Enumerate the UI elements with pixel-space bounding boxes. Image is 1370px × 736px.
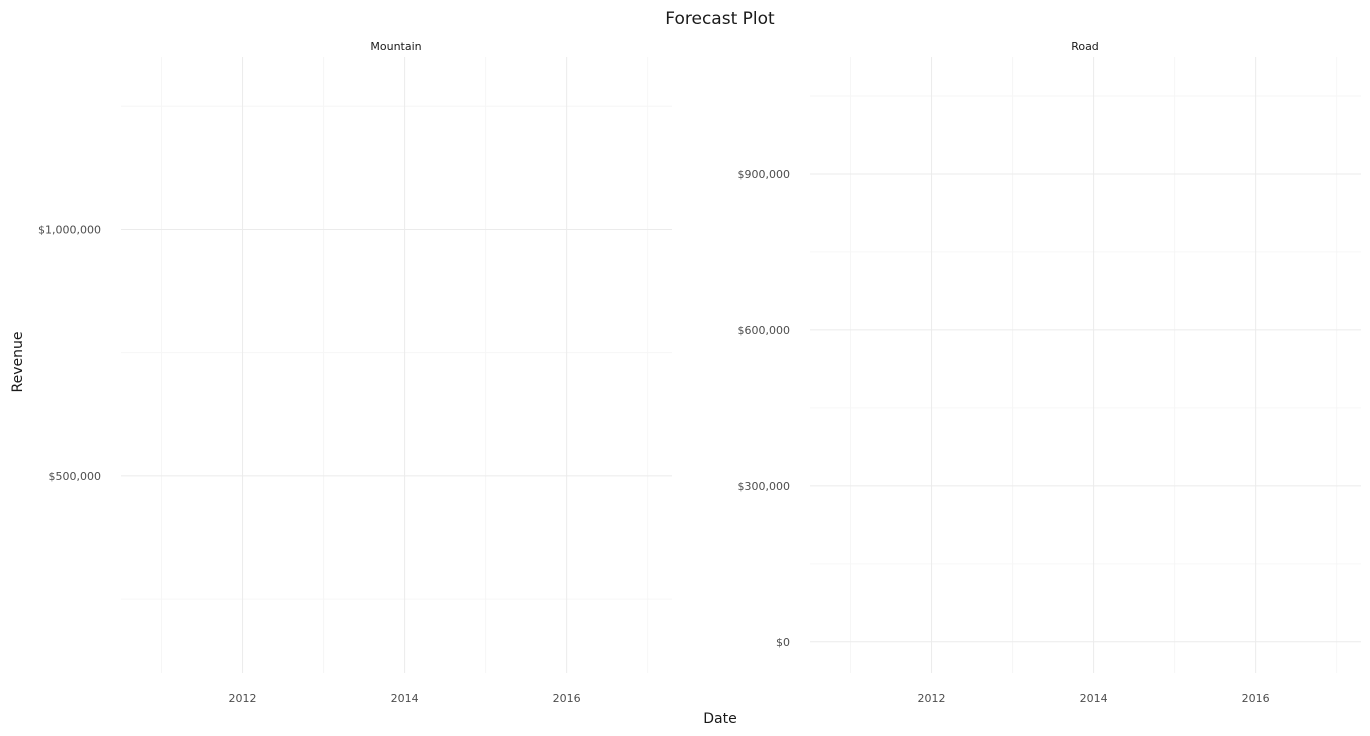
y-tick-label: $1,000,000: [38, 223, 101, 236]
y-tick-label: $300,000: [738, 480, 791, 493]
y-axis-title: Revenue: [10, 332, 26, 393]
y-tick-label: $500,000: [49, 470, 102, 483]
x-tick-label: 2012: [918, 692, 946, 705]
facet-label-road: Road: [1071, 40, 1099, 53]
x-axis-title: Date: [703, 711, 736, 727]
y-tick-label: $0: [776, 636, 790, 649]
chart-title: Forecast Plot: [665, 9, 775, 29]
y-tick-label: $900,000: [738, 168, 791, 181]
y-tick-label: $600,000: [738, 324, 791, 337]
panel-mountain: Mountain 2012 2014 2016 $500,000 $1,000,000: [38, 40, 672, 705]
x-tick-label: 2012: [229, 692, 257, 705]
x-tick-label: 2016: [553, 692, 581, 705]
x-tick-label: 2014: [391, 692, 419, 705]
facet-label-mountain: Mountain: [370, 40, 421, 53]
panel-road: Road 2012 2014 2016 $0 $300,000 $600,000 $900,…: [738, 40, 1361, 705]
x-tick-label: 2014: [1080, 692, 1108, 705]
x-tick-label: 2016: [1242, 692, 1270, 705]
